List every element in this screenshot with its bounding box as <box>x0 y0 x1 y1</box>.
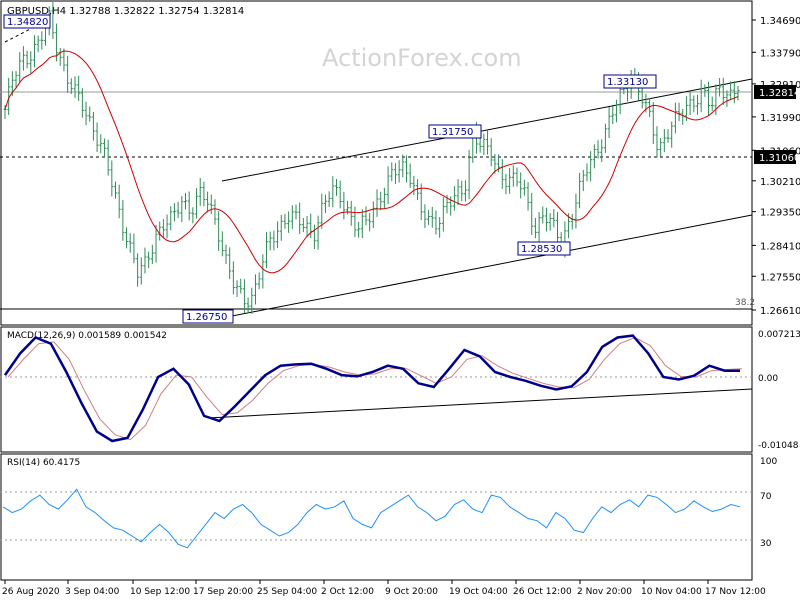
price-annotation-box <box>3 14 51 29</box>
time-axis-label: 2 Nov 20:00 <box>577 587 632 597</box>
time-axis-label: 10 Sep 12:00 <box>130 587 190 597</box>
price-annotation-label: 1.26750 <box>186 312 227 323</box>
time-axis-label: 10 Nov 04:00 <box>641 587 702 597</box>
price-annotation-label: 1.31750 <box>432 127 473 138</box>
time-axis-label: 9 Oct 20:00 <box>385 587 438 597</box>
macd-main-line <box>3 334 740 443</box>
price-axis-label: 1.34690 <box>760 16 800 27</box>
price-annotation-label: 1.34820 <box>7 17 48 28</box>
macd-axis-label: 0.007213 <box>758 330 800 340</box>
price-axis-label: 1.29350 <box>760 208 800 219</box>
price-axis-label: 1.28410 <box>760 241 800 252</box>
rsi-axis-label: 30 <box>760 539 772 549</box>
symbol-info: GBPUSD,H4 1.32788 1.32822 1.32754 1.3281… <box>7 6 244 17</box>
rsi-panel <box>0 453 753 581</box>
channel-lower <box>231 214 753 317</box>
price-annotation-label: 1.28530 <box>521 244 562 255</box>
macd-title: MACD(12,26,9) 0.001589 0.001542 <box>7 331 167 341</box>
macd-axis-label: 0.00 <box>758 374 778 384</box>
time-axis-label: 2 Oct 12:00 <box>321 587 374 597</box>
channel-upper <box>221 78 753 182</box>
rsi-axis-label: 100 <box>760 457 777 467</box>
rsi-axis-label: 70 <box>760 492 772 502</box>
price-annotation-box <box>603 74 657 89</box>
price-axis-label: 1.27550 <box>760 272 800 283</box>
time-axis-label: 17 Sep 20:00 <box>193 587 253 597</box>
rsi-line <box>2 488 741 549</box>
price-annotation-box <box>428 124 482 139</box>
price-annotation-box <box>182 309 234 324</box>
current-price-badge <box>754 85 796 99</box>
moving-average-line <box>4 50 739 274</box>
watermark: ActionForex.com <box>322 44 522 72</box>
price-axis-label: 1.26610 <box>760 306 800 317</box>
price-annotation-label: 1.33130 <box>607 77 648 88</box>
time-axis-label: 26 Aug 2020 <box>2 587 60 597</box>
price-annotation-box <box>517 241 571 256</box>
current-price-label: 1.32814 <box>759 88 800 99</box>
macd-signal-line <box>7 336 743 441</box>
time-axis-label: 19 Oct 04:00 <box>449 587 508 597</box>
macd-axis-label: -0.01048 <box>758 441 799 451</box>
fib-label: 38.2 <box>735 298 755 308</box>
price-axis-label: 1.30210 <box>760 177 800 188</box>
time-axis-label: 25 Sep 04:00 <box>257 587 317 597</box>
macd-trendline <box>207 388 753 419</box>
price-axis-label: 1.33790 <box>760 48 800 59</box>
support-price-badge <box>754 150 796 164</box>
support-price-label: 1.31060 <box>759 153 800 164</box>
time-axis-label: 17 Nov 12:00 <box>705 587 766 597</box>
time-axis-label: 26 Oct 12:00 <box>513 587 572 597</box>
price-panel <box>0 0 753 326</box>
time-axis-label: 3 Sep 04:00 <box>65 587 120 597</box>
price-axis-label: 1.31990 <box>760 113 800 124</box>
rsi-title: RSI(14) 60.4175 <box>7 458 80 468</box>
